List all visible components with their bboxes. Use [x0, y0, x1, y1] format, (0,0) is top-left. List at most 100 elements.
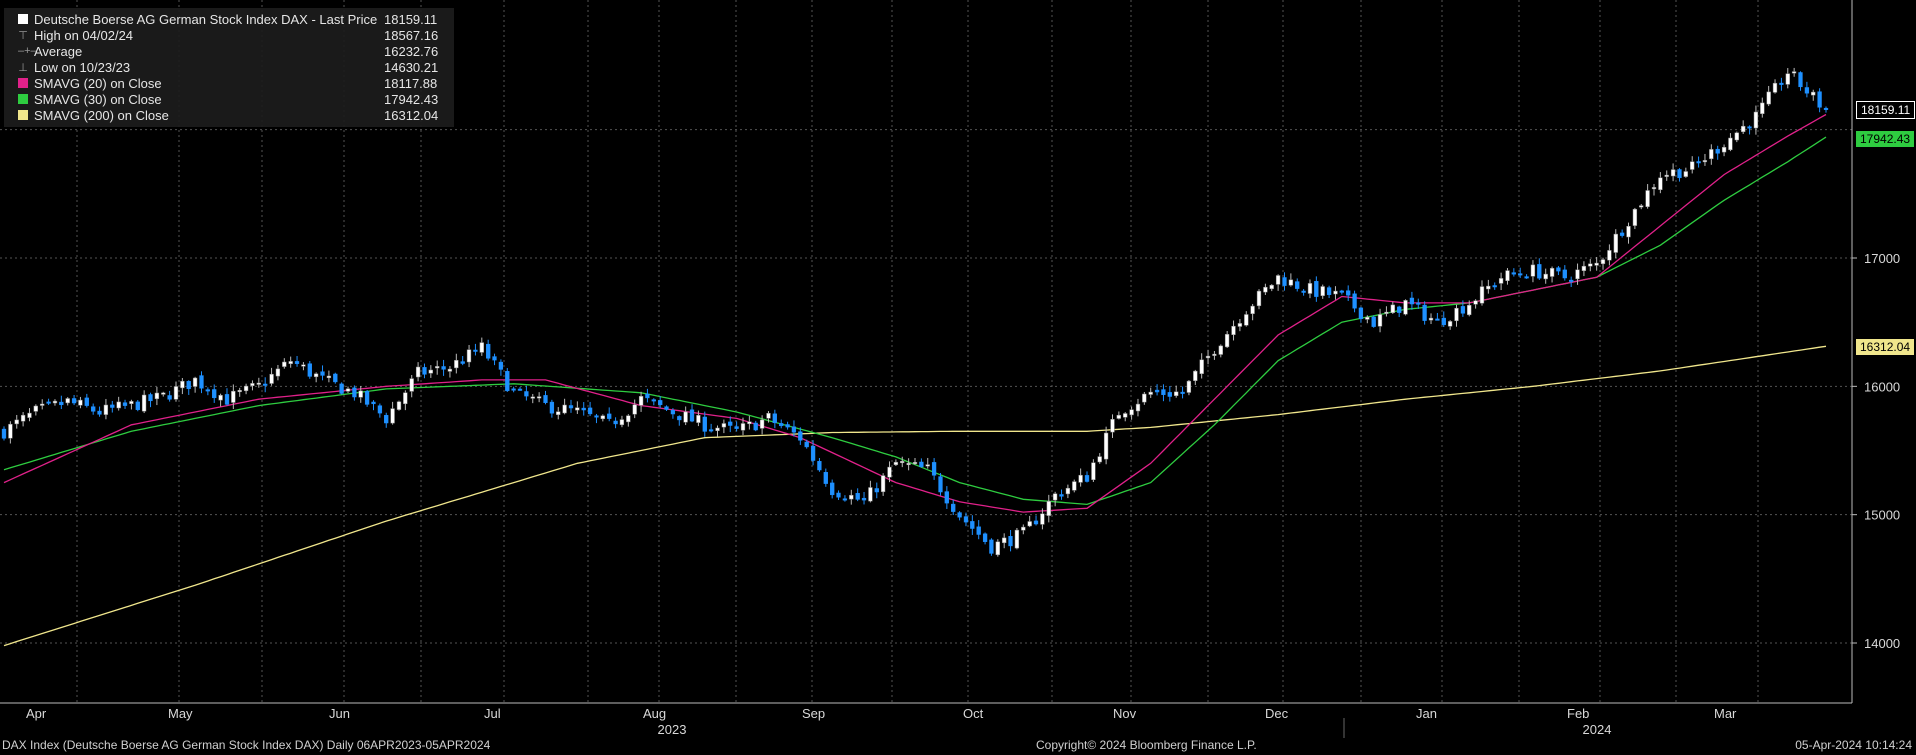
candle — [919, 458, 924, 468]
candle — [148, 392, 153, 408]
candle-body — [192, 377, 198, 387]
candle-body — [1365, 316, 1370, 320]
candle — [1371, 315, 1376, 328]
candle-body — [1569, 279, 1574, 282]
candle-body — [651, 399, 656, 402]
candle-body — [830, 482, 835, 496]
candle — [1154, 384, 1160, 396]
candle — [728, 416, 733, 433]
candle — [1097, 453, 1102, 464]
candle-body — [1174, 391, 1179, 396]
candle — [1307, 279, 1313, 299]
candle-body — [1454, 307, 1459, 322]
candle-body — [59, 401, 64, 406]
candle-body — [1295, 281, 1300, 289]
candle-body — [900, 461, 905, 464]
candle — [1384, 306, 1389, 317]
candle-body — [333, 373, 338, 383]
candle-body — [887, 466, 892, 478]
candle-body — [594, 415, 599, 418]
candle — [607, 407, 612, 422]
candle-body — [536, 396, 542, 399]
candle-body — [1460, 306, 1466, 314]
candle-body — [1314, 281, 1319, 297]
candle — [938, 473, 943, 496]
candle — [1460, 300, 1466, 317]
candle-body — [855, 493, 860, 500]
candle-body — [1377, 314, 1383, 327]
candle-body — [753, 422, 758, 431]
candle-body — [842, 498, 848, 501]
candle-body — [1250, 305, 1255, 314]
candle — [224, 388, 230, 406]
candle-body — [1543, 273, 1548, 280]
candle — [14, 414, 19, 429]
candle-body — [186, 381, 191, 389]
month-label: Nov — [1113, 706, 1137, 721]
candle — [696, 410, 701, 427]
candle — [715, 425, 720, 437]
candle-body — [409, 378, 414, 392]
candle — [91, 403, 96, 415]
candle — [1014, 528, 1020, 550]
candle-body — [250, 383, 255, 386]
month-label: Jul — [484, 706, 501, 721]
candle — [1002, 533, 1007, 549]
legend-sma30-swatch — [18, 94, 28, 104]
candle — [1632, 207, 1638, 230]
candle — [887, 461, 892, 483]
candle-body — [874, 488, 879, 493]
candle — [1027, 515, 1032, 528]
candle — [664, 405, 669, 411]
candle — [1569, 276, 1574, 287]
candle — [1823, 106, 1829, 113]
candle-body — [626, 415, 631, 423]
candle-body — [893, 461, 899, 466]
candle — [84, 393, 89, 408]
legend-high-label: High on 04/02/24 — [34, 27, 134, 43]
candle — [384, 412, 389, 428]
candle — [1193, 369, 1198, 385]
candle — [982, 532, 988, 545]
candle — [810, 440, 816, 466]
candle — [294, 355, 300, 367]
candle-body — [1486, 285, 1491, 290]
candle-body — [1244, 314, 1249, 326]
candle-body — [785, 424, 790, 428]
candle-body — [524, 391, 529, 397]
candle-body — [1632, 208, 1638, 226]
candle — [275, 364, 281, 381]
sma30-tag: 17942.43 — [1856, 131, 1915, 147]
candle — [1052, 491, 1058, 507]
candle — [218, 393, 223, 407]
candle — [1518, 267, 1523, 278]
legend-sma200-label: SMAVG (200) on Close — [34, 107, 169, 123]
candle — [587, 401, 593, 417]
candle — [441, 359, 446, 376]
candle-body — [141, 394, 147, 412]
candle — [371, 400, 376, 411]
candle-body — [307, 363, 312, 377]
candle — [734, 421, 739, 432]
candle-body — [364, 391, 370, 405]
candle — [575, 401, 580, 414]
candle-body — [256, 382, 261, 385]
candle — [1779, 77, 1784, 91]
candle-body — [52, 400, 58, 404]
candle-body — [1791, 71, 1797, 74]
candle-body — [1518, 273, 1523, 276]
candle — [772, 409, 777, 429]
candle — [390, 401, 395, 425]
candle-body — [1804, 87, 1810, 94]
sma200-tag: 16312.04 — [1856, 339, 1915, 355]
candle — [619, 415, 625, 428]
candle — [1670, 163, 1676, 182]
candle — [1390, 301, 1395, 314]
candle-body — [1435, 318, 1440, 321]
candle-body — [1097, 456, 1102, 463]
candle — [1473, 299, 1478, 309]
candle-body — [1734, 132, 1739, 141]
candle-body — [148, 394, 153, 402]
y-tick-label: 17000 — [1864, 251, 1900, 266]
candle — [167, 390, 172, 402]
